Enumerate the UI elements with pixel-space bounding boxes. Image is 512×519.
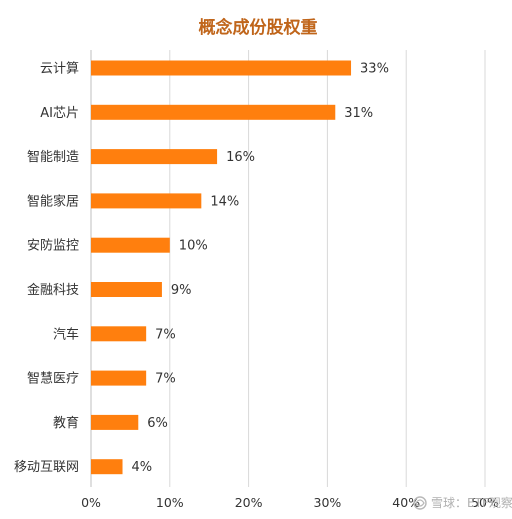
chart-title: 概念成份股权重 [199,17,318,38]
value-label: 16% [226,150,255,165]
category-label: 移动互联网 [14,460,79,475]
category-label: 教育 [53,415,79,431]
category-label: 智能制造 [27,150,79,165]
value-label: 9% [171,283,192,298]
bar [91,326,147,342]
bar [91,104,336,120]
bars [91,60,352,475]
x-tick-label: 30% [314,495,342,510]
category-label: 安防监控 [27,238,79,254]
bar [91,282,162,297]
x-tick-labels: 0% 10% 20% 30% 40% 50% [81,495,499,510]
watermark-text: 雪球：ETF观察 [431,496,512,510]
watermark: 雪球：ETF观察 [413,496,512,510]
value-label: 14% [210,194,239,209]
value-label: 31% [344,106,373,121]
category-label: 汽车 [53,326,79,342]
category-label: 智慧医疗 [27,371,79,387]
bar [91,193,202,209]
value-labels: 33% 31% 16% 14% 10% 9% 7% 7% 6% 4% [132,62,389,476]
value-label: 33% [360,62,389,77]
value-label: 7% [155,372,176,387]
snowball-logo-icon [413,496,427,510]
bar [91,237,170,253]
bar [91,370,147,386]
x-tick-label: 20% [235,495,263,510]
bar [91,414,139,430]
value-label: 10% [179,239,208,254]
gridlines [169,50,486,487]
value-label: 7% [155,327,176,342]
value-label: 4% [132,460,153,475]
x-tick-label: 50% [471,495,499,510]
bar [91,60,352,76]
category-label: AI芯片 [40,106,79,121]
x-tick-label: 10% [156,495,184,510]
bar [91,149,218,165]
category-label: 云计算 [40,62,79,77]
category-label: 金融科技 [27,282,79,298]
category-label: 智能家居 [27,193,79,209]
x-tick-label: 0% [81,495,101,510]
bar [91,459,123,475]
value-label: 6% [147,416,168,431]
x-tick-label: 40% [392,495,420,510]
